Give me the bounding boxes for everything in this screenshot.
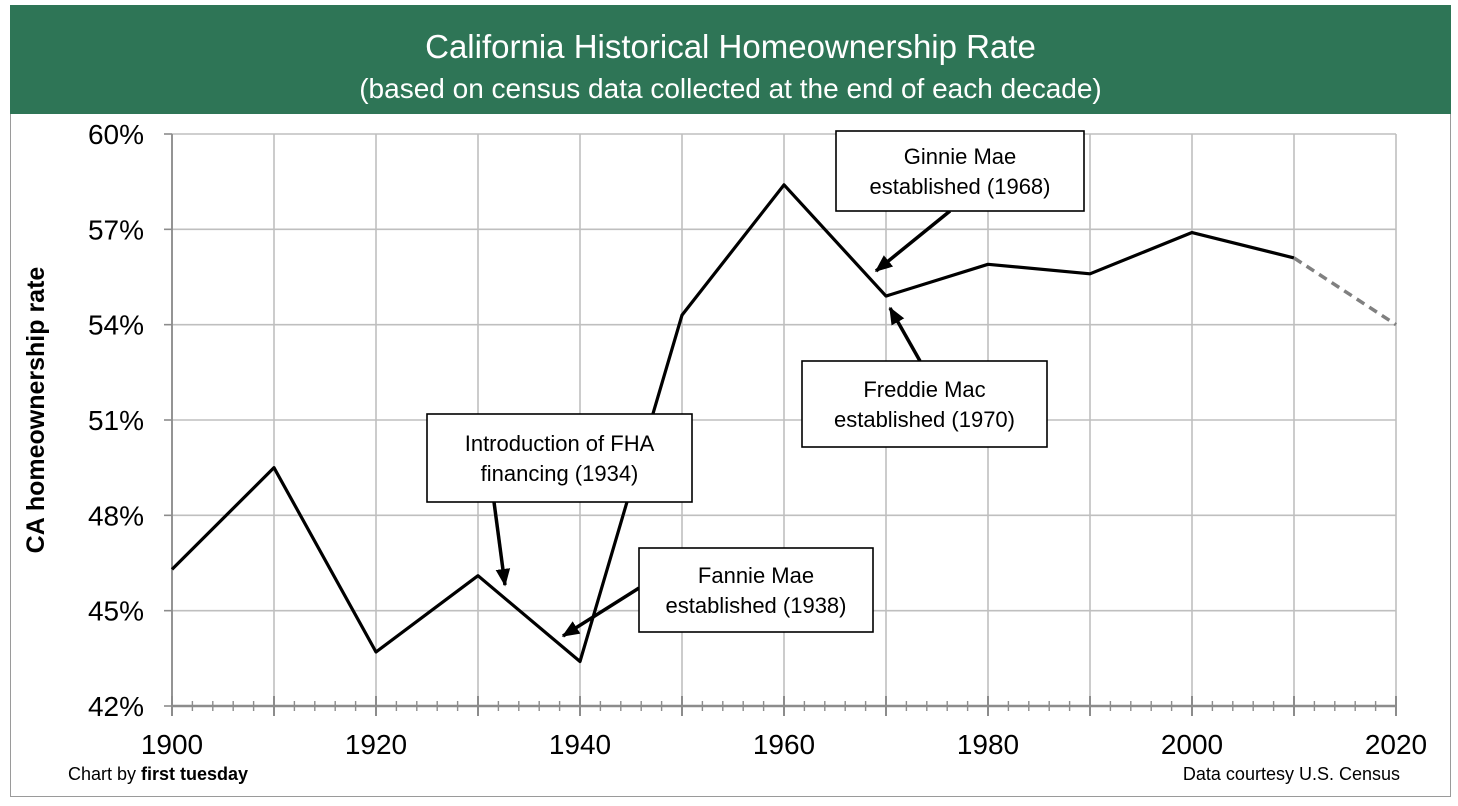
x-tick-label: 1940 bbox=[549, 729, 611, 760]
chart-subtitle: (based on census data collected at the e… bbox=[359, 73, 1102, 104]
annotation-box bbox=[835, 130, 1085, 212]
chart-header: California Historical Homeownership Rate… bbox=[10, 5, 1451, 114]
x-tick-label: 2020 bbox=[1365, 729, 1427, 760]
annotation-text: Fannie Mae bbox=[698, 563, 814, 588]
x-tick-label: 1900 bbox=[141, 729, 203, 760]
annotation: Introduction of FHA financing (1934) bbox=[426, 413, 693, 587]
series-line-projected bbox=[1293, 256, 1397, 327]
annotation-arrow bbox=[888, 306, 922, 362]
annotation-text: Introduction of FHA bbox=[465, 431, 655, 456]
y-tick-label: 54% bbox=[88, 310, 144, 341]
axes bbox=[164, 133, 1397, 716]
axis-labels: CA homeownership rate 42% 45% 48% 51% 54% 57%… bbox=[22, 119, 1427, 760]
annotation-text: financing (1934) bbox=[481, 461, 639, 486]
y-tick-label: 42% bbox=[88, 691, 144, 722]
y-tick-label: 45% bbox=[88, 596, 144, 627]
annotation-arrow bbox=[874, 209, 952, 273]
x-tick-label: 2000 bbox=[1161, 729, 1223, 760]
annotation-box bbox=[801, 360, 1048, 448]
annotation-box bbox=[638, 547, 874, 633]
annotation: Ginnie Mae established (1968) bbox=[835, 130, 1085, 273]
annotation: Fannie Mae established (1938) bbox=[561, 547, 874, 638]
annotations: Ginnie Mae established (1968) Freddie Mac e… bbox=[426, 130, 1085, 638]
annotation-text: Ginnie Mae bbox=[904, 144, 1017, 169]
y-tick-label: 60% bbox=[88, 119, 144, 150]
series-line bbox=[170, 183, 1295, 664]
credit-prefix: Chart by bbox=[68, 764, 142, 784]
annotation-arrow bbox=[561, 586, 640, 638]
chart-credit: Chart by first tuesday bbox=[68, 764, 248, 785]
credit-name: first tuesday bbox=[141, 764, 249, 784]
x-tick-label: 1980 bbox=[957, 729, 1019, 760]
annotation-text: Freddie Mac bbox=[863, 377, 985, 402]
chart-title: California Historical Homeownership Rate bbox=[425, 28, 1036, 65]
y-tick-label: 51% bbox=[88, 405, 144, 436]
data-series bbox=[170, 183, 1397, 664]
annotation-text: established (1968) bbox=[869, 174, 1050, 199]
x-tick-label: 1920 bbox=[345, 729, 407, 760]
y-tick-label: 48% bbox=[88, 500, 144, 531]
data-source: Data courtesy U.S. Census bbox=[1182, 764, 1400, 784]
annotation-text: established (1938) bbox=[665, 593, 846, 618]
y-axis-title: CA homeownership rate bbox=[22, 267, 50, 554]
annotation-box bbox=[426, 413, 693, 503]
annotation-text: established (1970) bbox=[834, 407, 1015, 432]
y-tick-label: 57% bbox=[88, 214, 144, 245]
annotation-arrow bbox=[492, 501, 511, 587]
x-tick-label: 1960 bbox=[753, 729, 815, 760]
annotation: Freddie Mac established (1970) bbox=[801, 306, 1048, 448]
